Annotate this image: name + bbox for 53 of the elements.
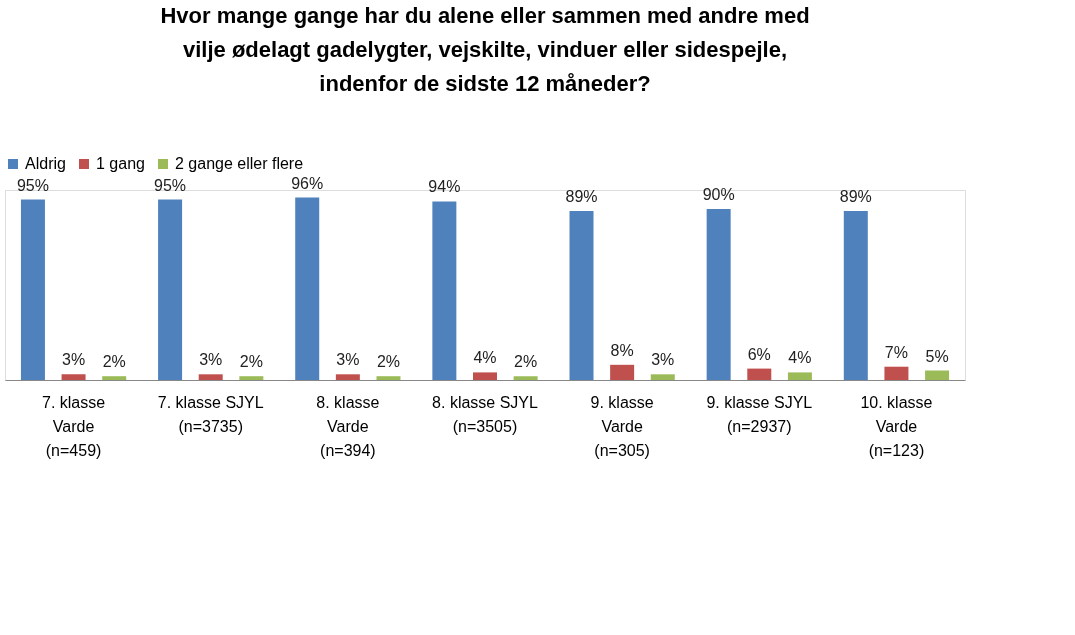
data-label: 6%	[747, 345, 771, 363]
bar	[158, 199, 183, 380]
x-tick-label: 9. klasse Varde (n=305)	[590, 393, 654, 459]
bar	[787, 372, 812, 380]
bar	[650, 374, 675, 380]
bar	[569, 210, 594, 380]
bar	[747, 368, 772, 380]
data-label: 95%	[16, 176, 49, 194]
bar	[513, 376, 538, 380]
legend-label: Aldrig	[25, 155, 66, 172]
data-label: 3%	[651, 351, 675, 369]
data-label: 96%	[291, 174, 324, 192]
bar	[376, 376, 401, 380]
data-label: 95%	[154, 176, 187, 194]
bar	[610, 364, 635, 380]
bar	[706, 209, 731, 380]
data-label: 89%	[565, 187, 598, 205]
data-label: 2%	[376, 353, 401, 371]
bar	[473, 372, 497, 380]
data-label: 3%	[62, 351, 86, 369]
data-label: 3%	[336, 351, 360, 369]
bar	[198, 374, 223, 380]
data-label: 8%	[610, 341, 634, 359]
legend-label: 2 gange eller flere	[175, 155, 304, 172]
data-label: 94%	[428, 178, 461, 196]
bar	[61, 374, 86, 380]
legend-label: 1 gang	[96, 155, 145, 172]
bar	[884, 366, 909, 380]
bar	[239, 376, 264, 380]
x-tick-label: 7. klasse SJYL (n=3735)	[157, 393, 264, 435]
data-label: 7%	[884, 343, 908, 361]
data-label: 90%	[702, 186, 735, 203]
data-label: 5%	[925, 347, 949, 365]
x-tick-label: 8. klasse SJYL (n=3505)	[432, 393, 539, 435]
x-tick-label: 8. klasse Varde (n=394)	[316, 393, 380, 459]
data-label: 89%	[839, 187, 872, 205]
x-tick-label: 9. klasse SJYL (n=2937)	[706, 393, 813, 435]
bar	[335, 374, 360, 380]
bar	[432, 201, 457, 380]
data-label: 4%	[473, 349, 497, 367]
bar	[102, 376, 127, 380]
bar	[843, 210, 868, 380]
bar	[925, 370, 950, 380]
x-tick-label: 10. klasse Varde (n=123)	[860, 393, 933, 459]
data-label: 3%	[199, 351, 223, 369]
data-label: 2%	[239, 353, 263, 371]
data-label: 2%	[102, 353, 126, 371]
bar	[295, 197, 320, 380]
bar	[20, 199, 45, 380]
data-label: 4%	[788, 349, 812, 367]
chart-title: Hvor mange gange har du alene eller sammen med andre med vilje ødelagt gadelygter, vejskilte, vinduer eller sidespejle, indenfor de sidste 12 måneder?	[160, 3, 810, 96]
x-tick-label: 7. klasse Varde (n=459)	[42, 393, 106, 459]
data-label: 2%	[514, 353, 538, 371]
